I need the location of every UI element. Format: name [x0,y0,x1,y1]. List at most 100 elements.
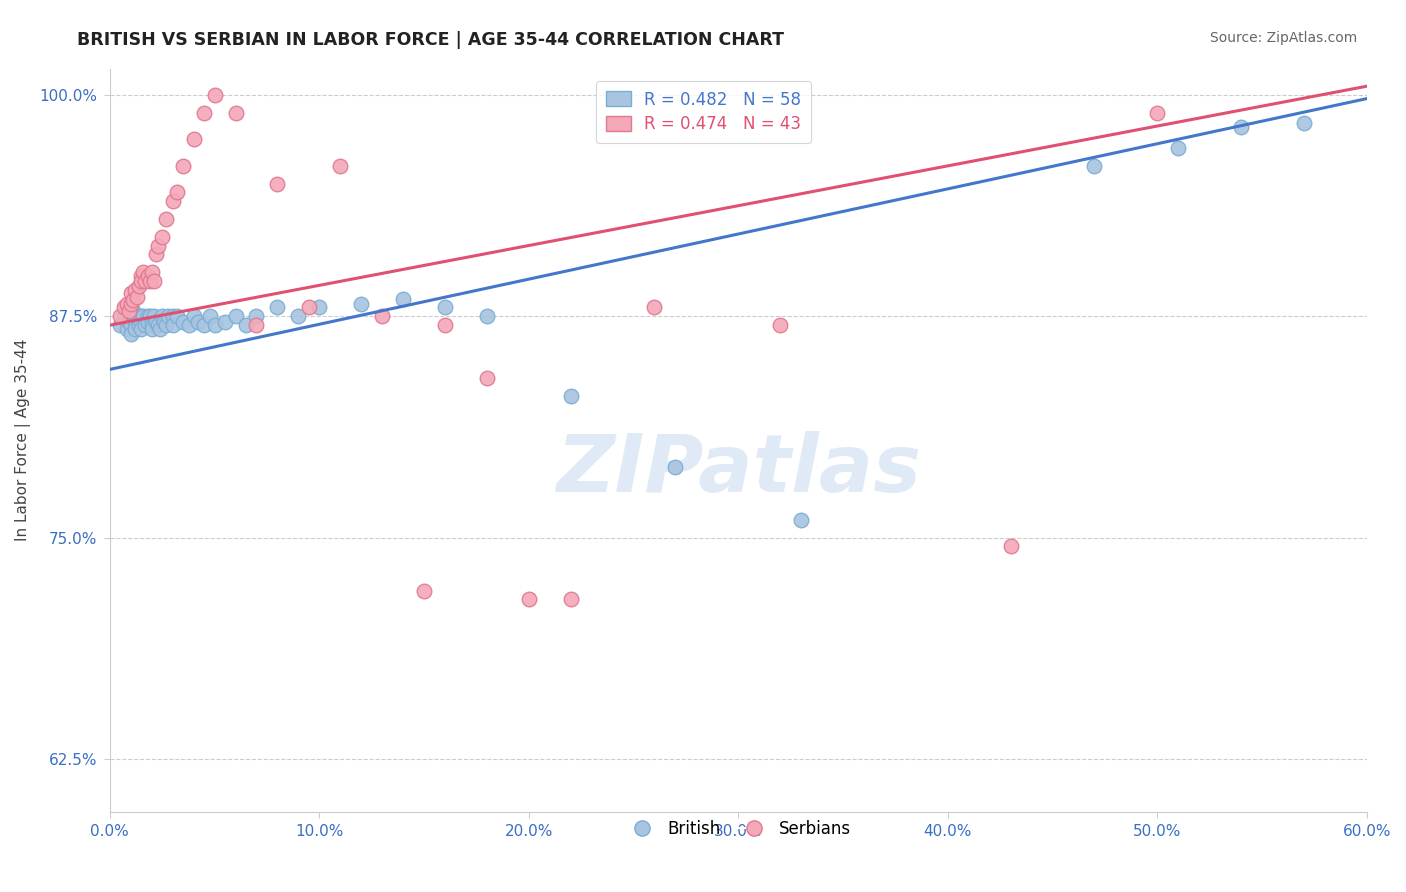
Point [350,297,373,311]
Point [146,238,169,252]
Point [132,265,155,279]
Point [153,315,176,329]
Point [166,186,188,200]
Point [128,279,150,293]
Point [193,318,215,333]
Point [129,310,152,324]
Point [1083,159,1105,173]
Point [124,321,146,335]
Point [134,274,156,288]
Point [1292,116,1315,130]
Point [125,290,148,304]
Point [136,315,159,329]
Point [155,318,177,333]
Point [172,315,194,329]
Point [475,371,498,385]
Point [136,310,159,324]
Point [118,315,141,329]
Point [204,88,226,103]
Point [138,274,160,288]
Point [183,310,205,324]
Point [155,211,177,226]
Point [129,321,152,335]
Y-axis label: In Labor Force | Age 35-44: In Labor Force | Age 35-44 [15,339,31,541]
Point [413,583,436,598]
Point [136,268,159,283]
Legend: British, Serbians: British, Serbians [619,814,858,845]
Point [298,301,321,315]
Point [129,274,152,288]
Point [138,310,160,324]
Point [790,513,813,527]
Point [120,318,142,333]
Point [329,159,352,173]
Point [134,318,156,333]
Point [125,310,148,324]
Point [434,301,457,315]
Point [128,318,150,333]
Point [214,315,236,329]
Point [110,310,132,324]
Point [124,283,146,297]
Point [120,286,142,301]
Point [149,321,172,335]
Text: BRITISH VS SERBIAN IN LABOR FORCE | AGE 35-44 CORRELATION CHART: BRITISH VS SERBIAN IN LABOR FORCE | AGE … [77,31,785,49]
Point [146,318,169,333]
Point [142,310,165,324]
Point [235,318,257,333]
Point [115,297,138,311]
Point [122,293,145,308]
Point [129,268,152,283]
Point [664,459,686,474]
Point [560,389,582,403]
Point [141,318,163,333]
Point [122,304,145,318]
Point [142,274,165,288]
Point [266,177,288,191]
Point [183,132,205,146]
Point [287,310,309,324]
Point [114,310,136,324]
Point [129,315,152,329]
Point [179,318,201,333]
Point [475,310,498,324]
Point [141,265,163,279]
Point [371,310,394,324]
Point [769,318,792,333]
Point [120,310,142,324]
Point [120,326,142,341]
Point [132,310,155,324]
Point [162,194,184,209]
Point [225,310,247,324]
Point [150,229,173,244]
Point [150,310,173,324]
Point [166,310,188,324]
Point [392,292,415,306]
Point [193,105,215,120]
Point [187,315,209,329]
Point [644,301,666,315]
Point [308,301,330,315]
Point [120,297,142,311]
Point [1230,120,1253,134]
Point [110,318,132,333]
Point [200,310,222,324]
Point [1146,105,1168,120]
Point [245,310,267,324]
Point [1167,141,1189,155]
Point [162,318,184,333]
Point [245,318,267,333]
Point [162,310,184,324]
Point [1000,540,1022,554]
Point [118,304,141,318]
Text: Source: ZipAtlas.com: Source: ZipAtlas.com [1209,31,1357,45]
Point [560,592,582,607]
Point [517,592,540,607]
Point [115,321,138,335]
Point [172,159,194,173]
Point [145,315,167,329]
Point [124,315,146,329]
Point [145,247,167,261]
Point [266,301,288,315]
Point [204,318,226,333]
